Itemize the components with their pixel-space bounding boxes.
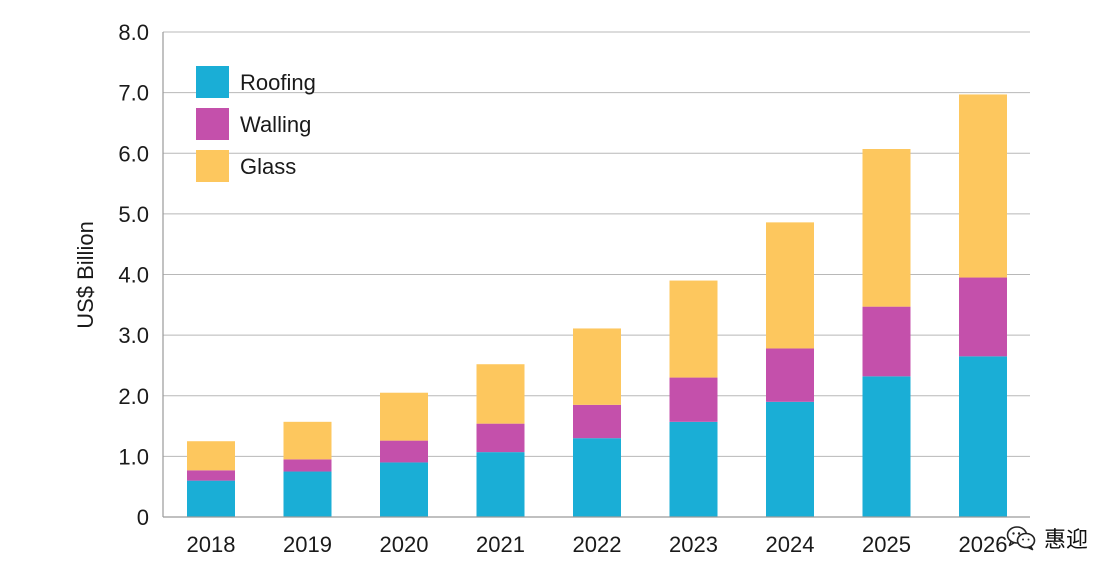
legend-swatch-roofing [196,66,229,98]
y-tick-label: 0 [137,505,149,530]
x-tick-label: 2021 [476,532,525,557]
watermark-text: 惠迎 [1043,528,1088,553]
y-tick-label: 6.0 [118,141,149,166]
bar-roofing-2018 [187,480,235,517]
y-tick-label: 7.0 [118,81,149,106]
axes [162,32,1030,518]
bar-walling-2025 [862,306,911,377]
bar-walling-2021 [476,423,525,453]
y-axis-title: US$ Billion [73,221,98,329]
bar-walling-2019 [283,459,332,472]
bar-walling-2018 [187,470,235,481]
y-tick-label: 5.0 [118,202,149,227]
y-tick-label: 1.0 [118,444,149,469]
bar-glass-2019 [283,421,332,460]
bar-glass-2018 [187,441,235,471]
bar-walling-2026 [959,277,1007,357]
bar-roofing-2021 [476,452,525,517]
legend: Roofing Walling Glass [196,66,316,182]
bar-glass-2025 [862,149,911,307]
bars [187,94,1007,517]
bar-roofing-2025 [862,376,911,517]
bar-roofing-2023 [669,421,718,517]
bar-glass-2021 [476,364,525,424]
bar-glass-2026 [959,94,1007,278]
bar-glass-2020 [380,392,428,441]
legend-label-walling: Walling [240,112,311,137]
x-tick-label: 2022 [573,532,622,557]
bar-glass-2023 [669,280,718,378]
x-tick-label: 2020 [380,532,429,557]
bar-walling-2023 [669,377,718,422]
bar-roofing-2024 [766,401,814,517]
bar-walling-2024 [766,348,814,402]
y-tick-label: 4.0 [118,263,149,288]
x-tick-label: 2023 [669,532,718,557]
legend-swatch-walling [196,108,229,140]
bar-walling-2020 [380,440,428,463]
watermark: 惠迎 [1006,522,1088,554]
x-tick-label: 2026 [959,532,1008,557]
legend-label-glass: Glass [240,154,296,179]
y-tick-labels: 0 1.0 2.0 3.0 4.0 5.0 6.0 7.0 8.0 [118,20,149,530]
bar-glass-2022 [573,328,621,405]
x-tick-label: 2025 [862,532,911,557]
bar-walling-2022 [573,404,621,439]
x-tick-labels: 2018 2019 2020 2021 2022 2023 2024 2025 2026 [187,532,1008,557]
x-tick-label: 2018 [187,532,236,557]
legend-label-roofing: Roofing [240,70,316,95]
bar-roofing-2020 [380,462,428,517]
bar-roofing-2026 [959,356,1007,517]
bar-roofing-2019 [283,471,332,517]
x-tick-label: 2019 [283,532,332,557]
legend-swatch-glass [196,150,229,182]
y-tick-label: 3.0 [118,323,149,348]
y-tick-label: 2.0 [118,384,149,409]
bar-glass-2024 [766,222,814,349]
y-tick-label: 8.0 [118,20,149,45]
x-tick-label: 2024 [766,532,815,557]
wechat-icon [1006,526,1036,551]
bar-roofing-2022 [573,438,621,517]
